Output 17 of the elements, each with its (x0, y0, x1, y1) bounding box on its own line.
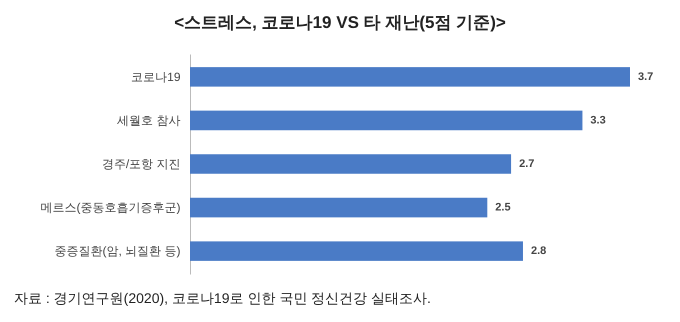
bar (190, 241, 523, 261)
bar (190, 154, 512, 174)
data-label: 2.8 (530, 245, 546, 258)
data-label: 3.7 (638, 70, 654, 83)
chart-title: <스트레스, 코로나19 VS 타 재난(5점 기준)> (173, 12, 507, 34)
bar (190, 198, 488, 218)
bar (190, 110, 582, 130)
y-tick-label: 메르스(중동호흡기증후군) (40, 200, 180, 215)
data-label: 2.5 (495, 202, 511, 214)
y-tick-label: 경주/포항 지진 (102, 157, 180, 171)
data-label: 3.3 (590, 114, 606, 126)
y-tick-label: 코로나19 (131, 70, 181, 84)
y-tick-label: 중증질환(암, 뇌질환 등) (54, 244, 180, 258)
bar (190, 67, 630, 87)
text: 자료 : 경기연구원(2020), 코로나19로 인한 국민 정신건강 실태조사. (14, 290, 431, 308)
y-tick-label: 세월호 참사 (117, 113, 180, 128)
data-label: 2.7 (519, 158, 534, 170)
